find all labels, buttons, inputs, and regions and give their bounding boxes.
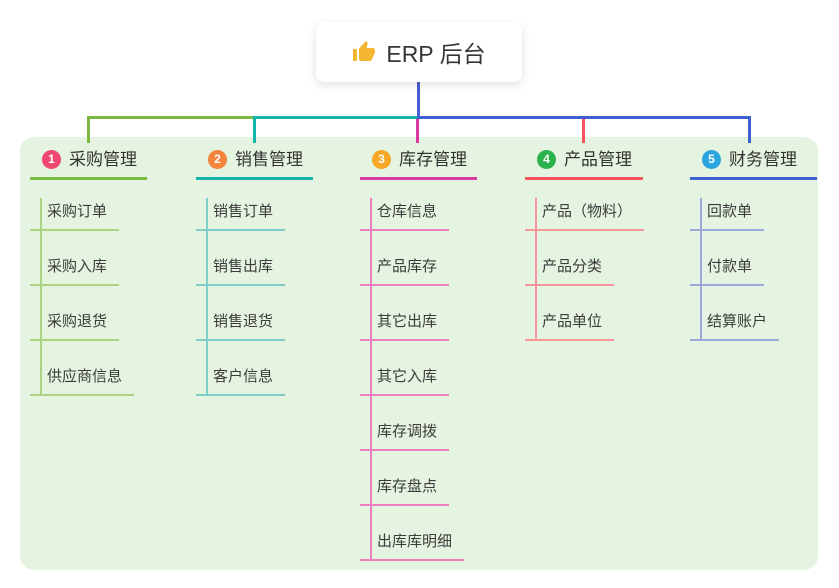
branch-column-finance: 5 财务管理 回款单 付款单 结算账户 (690, 142, 817, 341)
branch-number-badge: 3 (372, 150, 391, 169)
branch-label: 财务管理 (729, 150, 797, 169)
branch-label: 采购管理 (69, 150, 137, 169)
child-node[interactable]: 采购订单 (30, 201, 120, 231)
child-node[interactable]: 供应商信息 (30, 366, 135, 396)
branch-children: 采购订单 采购入库 采购退货 供应商信息 (30, 198, 147, 396)
child-node[interactable]: 产品单位 (525, 311, 615, 341)
child-node[interactable]: 结算账户 (690, 311, 780, 341)
child-node[interactable]: 客户信息 (196, 366, 286, 396)
branch-number-badge: 1 (42, 150, 61, 169)
child-node[interactable]: 销售订单 (196, 201, 286, 231)
branch-label: 销售管理 (235, 150, 303, 169)
branch-children: 产品（物料） 产品分类 产品单位 (525, 198, 645, 341)
branch-node-inventory[interactable]: 3 库存管理 (360, 142, 477, 180)
branch-label: 产品管理 (564, 150, 632, 169)
child-node[interactable]: 回款单 (690, 201, 765, 231)
branch-column-purchase: 1 采购管理 采购订单 采购入库 采购退货 供应商信息 (30, 142, 147, 396)
child-node[interactable]: 采购入库 (30, 256, 120, 286)
branch-node-finance[interactable]: 5 财务管理 (690, 142, 817, 180)
child-node[interactable]: 产品分类 (525, 256, 615, 286)
child-node[interactable]: 产品（物料） (525, 201, 645, 231)
branch-node-sales[interactable]: 2 销售管理 (196, 142, 313, 180)
connector-branch1-drop (87, 116, 90, 143)
branch-column-product: 4 产品管理 产品（物料） 产品分类 产品单位 (525, 142, 645, 341)
background-panel (20, 137, 818, 570)
child-node[interactable]: 产品库存 (360, 256, 450, 286)
connector-branch5-horizontal (417, 116, 751, 119)
root-trunk-line (417, 82, 420, 117)
branch-children: 销售订单 销售出库 销售退货 客户信息 (196, 198, 313, 396)
child-node[interactable]: 销售退货 (196, 311, 286, 341)
branch-children: 仓库信息 产品库存 其它出库 其它入库 库存调拨 库存盘点 出库库明细 (360, 198, 477, 561)
branch-label: 库存管理 (399, 150, 467, 169)
branch-number-badge: 4 (537, 150, 556, 169)
connector-branch3-drop (416, 119, 419, 143)
child-node[interactable]: 库存调拨 (360, 421, 450, 451)
connector-branch2-horizontal (253, 116, 417, 119)
child-node[interactable]: 销售出库 (196, 256, 286, 286)
child-node[interactable]: 其它入库 (360, 366, 450, 396)
child-node[interactable]: 库存盘点 (360, 476, 450, 506)
child-node[interactable]: 付款单 (690, 256, 765, 286)
branch-number-badge: 5 (702, 150, 721, 169)
branch-column-inventory: 3 库存管理 仓库信息 产品库存 其它出库 其它入库 库存调拨 库存盘点 出库库… (360, 142, 477, 561)
branch-node-product[interactable]: 4 产品管理 (525, 142, 643, 180)
child-node[interactable]: 仓库信息 (360, 201, 450, 231)
connector-branch2-drop (253, 116, 256, 143)
root-label: ERP 后台 (386, 41, 486, 67)
branch-node-purchase[interactable]: 1 采购管理 (30, 142, 147, 180)
connector-branch5-drop (748, 116, 751, 143)
branch-column-sales: 2 销售管理 销售订单 销售出库 销售退货 客户信息 (196, 142, 313, 396)
thumbs-up-icon (352, 40, 376, 64)
branch-children: 回款单 付款单 结算账户 (690, 198, 817, 341)
root-node[interactable]: ERP 后台 (316, 22, 522, 82)
connector-branch4-drop (582, 119, 585, 143)
child-node[interactable]: 其它出库 (360, 311, 450, 341)
child-node[interactable]: 采购退货 (30, 311, 120, 341)
connector-branch1-horizontal (87, 116, 253, 119)
child-node[interactable]: 出库库明细 (360, 531, 465, 561)
branch-number-badge: 2 (208, 150, 227, 169)
